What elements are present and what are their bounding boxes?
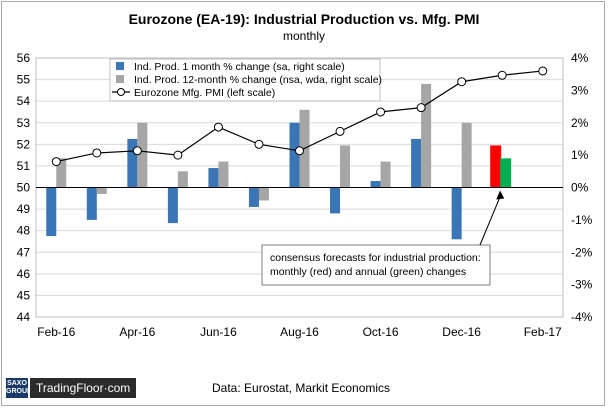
annotation-arrowhead <box>496 190 505 200</box>
pmi-point <box>376 107 386 117</box>
legend: Ind. Prod. 1 month % change (sa, right s… <box>109 58 382 102</box>
bar-12m-change <box>421 83 432 188</box>
bar-12m-change <box>177 171 188 188</box>
pmi-point <box>497 70 507 80</box>
pmi-point <box>457 77 467 87</box>
right-tick-label: 4% <box>571 51 589 65</box>
left-tick-label: 54 <box>17 94 31 108</box>
annotation-text: monthly (red) and annual (green) changes <box>270 266 466 278</box>
bar-12m-change <box>218 161 229 188</box>
brand-logo: SAXO GROUP TradingFloor·com <box>6 378 137 398</box>
right-tick-label: -1% <box>571 213 593 227</box>
left-tick-label: 46 <box>17 267 31 281</box>
pmi-point <box>295 146 304 156</box>
saxo-logo: SAXO GROUP <box>6 378 32 398</box>
bar-12m-change <box>56 158 67 188</box>
left-tick-label: 44 <box>17 310 31 324</box>
left-tick-label: 49 <box>17 202 31 216</box>
bar-1m-change <box>330 187 341 214</box>
bar-1m-change <box>370 181 381 188</box>
data-source: Data: Eurostat, Markit Economics <box>212 381 391 395</box>
bar-1m-change <box>411 138 422 188</box>
annotation-arrow <box>479 196 501 246</box>
right-tick-label: -4% <box>571 310 593 324</box>
left-tick-label: 53 <box>17 116 31 130</box>
forecast-bars-group <box>490 145 512 188</box>
bar-12m-change <box>340 145 351 188</box>
x-tick-label: Feb-16 <box>37 325 75 339</box>
forecast-bar-annual <box>500 158 512 188</box>
left-tick-label: 55 <box>17 73 31 87</box>
x-tick-label: Aug-16 <box>280 325 319 339</box>
left-tick-label: 56 <box>17 51 31 65</box>
bar-12m-change <box>137 122 148 188</box>
forecast-bar-monthly <box>490 145 502 188</box>
right-tick-label: -2% <box>571 245 593 259</box>
bar-12m-change <box>258 187 269 201</box>
pmi-line-group <box>51 66 548 167</box>
right-tick-label: 3% <box>571 83 589 97</box>
x-tick-label: Dec-16 <box>442 325 481 339</box>
bar-1m-change <box>451 187 462 240</box>
bar-1m-change <box>46 187 57 237</box>
right-tick-label: 0% <box>571 181 589 195</box>
left-tick-label: 47 <box>17 245 31 259</box>
bar-1m-change <box>167 187 178 224</box>
annotation-text: consensus forecasts for industrial produ… <box>270 252 481 264</box>
legend-box <box>109 58 381 102</box>
pmi-point <box>51 157 61 167</box>
pmi-point <box>335 126 345 136</box>
legend-swatch <box>116 75 124 83</box>
bar-1m-change <box>248 187 259 207</box>
x-tick-label: Jun-16 <box>200 325 237 339</box>
left-tick-label: 48 <box>17 224 31 238</box>
bar-1m-change <box>208 168 219 188</box>
axes-group: 44 45 46 47 48 49 50 51 52 53 54 55 56 -4% -3% -2% -1% 0%… <box>17 51 593 339</box>
left-tick-label: 51 <box>17 159 31 173</box>
bar-12m-change <box>461 122 472 188</box>
bar-12m-change <box>96 187 107 194</box>
pmi-point <box>173 150 183 160</box>
pmi-point <box>416 103 426 113</box>
legend-label: Eurozone Mfg. PMI (left scale) <box>134 87 275 99</box>
bar-1m-change <box>86 187 97 220</box>
legend-marker <box>117 88 125 96</box>
right-tick-label: 2% <box>571 116 589 130</box>
left-tick-label: 45 <box>17 288 31 302</box>
pmi-point <box>132 146 142 156</box>
tradingfloor-logo: TradingFloor·com <box>30 378 137 398</box>
forecast-annotation: consensus forecasts for industrial produ… <box>261 190 505 286</box>
right-tick-label: 1% <box>571 148 589 162</box>
legend-swatch <box>116 62 124 70</box>
pmi-point <box>213 122 223 132</box>
right-tick-label: -3% <box>571 278 593 292</box>
annotation-box <box>261 244 491 286</box>
bars-group <box>46 83 472 240</box>
chart-subtitle: monthly <box>283 29 325 43</box>
pmi-point <box>92 148 102 158</box>
pmi-point <box>254 139 264 149</box>
pmi-point <box>538 66 548 76</box>
left-tick-label: 52 <box>17 137 31 151</box>
legend-label: Ind. Prod. 12-month % change (nsa, wda, … <box>134 74 382 86</box>
left-tick-label: 50 <box>17 181 31 195</box>
legend-label: Ind. Prod. 1 month % change (sa, right s… <box>134 61 345 73</box>
x-tick-label: Oct-16 <box>363 325 399 339</box>
x-tick-label: Feb-17 <box>524 325 562 339</box>
bar-1m-change <box>127 138 138 188</box>
x-tick-label: Apr-16 <box>119 325 155 339</box>
chart-title: Eurozone (EA-19): Industrial Production … <box>129 11 480 27</box>
bar-12m-change <box>380 161 391 188</box>
bar-1m-change <box>289 122 300 188</box>
